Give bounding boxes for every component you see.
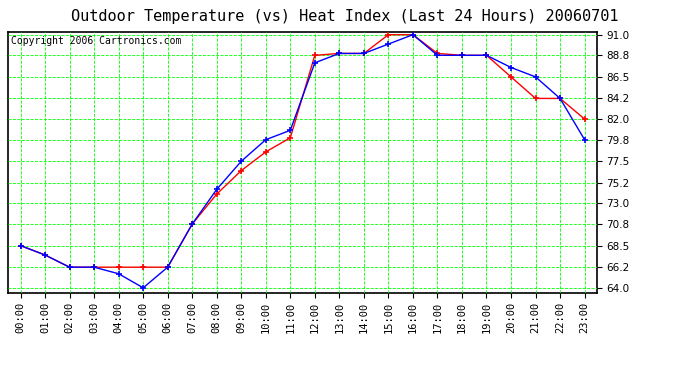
Text: Outdoor Temperature (vs) Heat Index (Last 24 Hours) 20060701: Outdoor Temperature (vs) Heat Index (Las…: [71, 9, 619, 24]
Text: Copyright 2006 Cartronics.com: Copyright 2006 Cartronics.com: [11, 36, 181, 46]
